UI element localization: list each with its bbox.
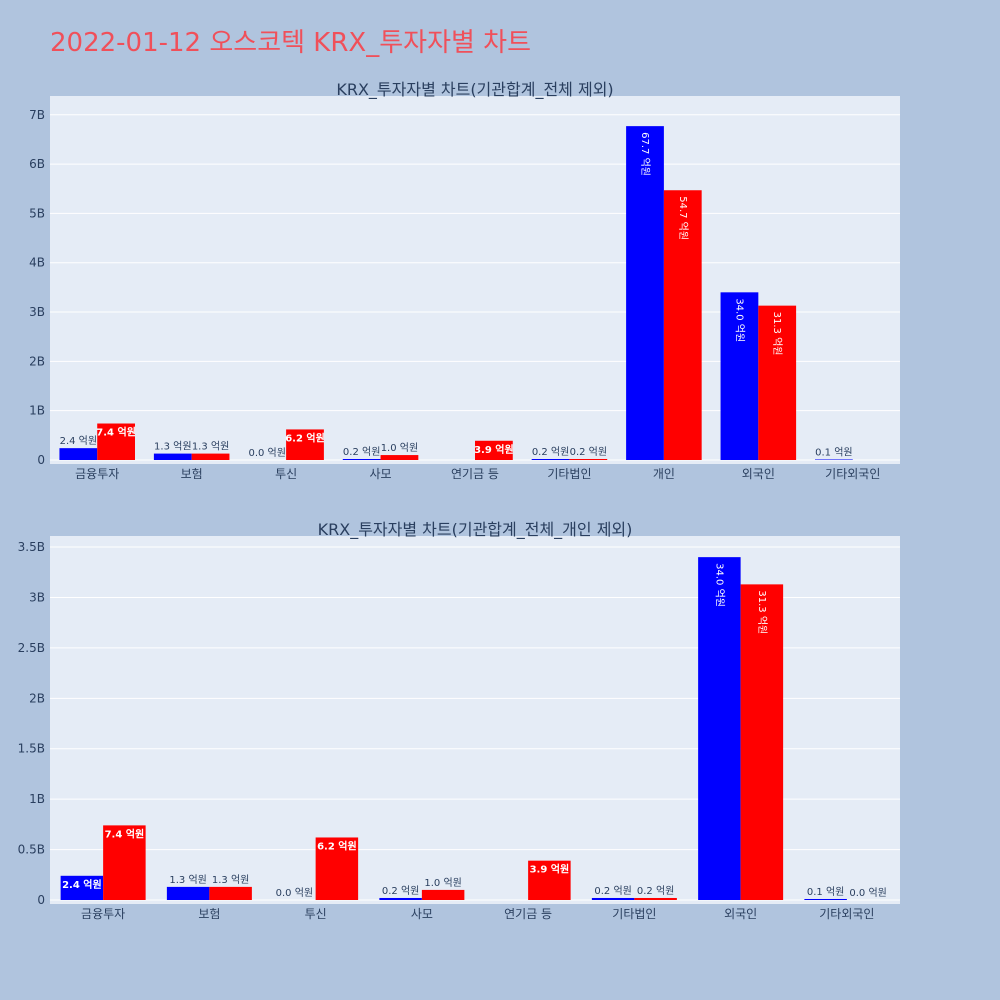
bar <box>286 429 324 460</box>
y-tick-label: 2B <box>29 354 45 368</box>
x-tick-label: 기타외국인 <box>825 467 880 481</box>
x-tick-label: 투신 <box>305 907 327 921</box>
page-title: 2022-01-12 오스코텍 KRX_투자자별 차트 <box>50 28 532 58</box>
data-label: 0.2 억원 <box>532 446 569 458</box>
bar <box>634 897 677 900</box>
bar <box>531 459 570 460</box>
y-tick-label: 2B <box>29 691 45 705</box>
y-tick-label: 7B <box>29 108 45 122</box>
y-tick-label: 1B <box>29 404 45 418</box>
chart-title: KRX_투자자별 차트(기관합계_전체_개인 제외) <box>318 520 633 540</box>
x-tick-label: 외국인 <box>724 907 757 921</box>
bar <box>528 860 571 900</box>
bar <box>59 448 98 460</box>
y-tick-label: 3.5B <box>18 540 45 554</box>
bar <box>804 898 847 900</box>
x-tick-label: 기타법인 <box>547 467 591 481</box>
chart-1: 0 1B 2B 3B 4B 5B 6B 7B KRX_투자자별 차트(기관합계_전체 제외) 금융… <box>29 80 900 481</box>
bar <box>421 889 465 900</box>
data-label: 1.3 억원 <box>169 874 206 886</box>
data-label: 1.0 억원 <box>381 442 418 454</box>
y-tick-label: 3B <box>29 305 45 319</box>
bar <box>626 126 664 460</box>
data-label: 6.2 억원 <box>285 431 325 444</box>
data-label: 7.4 억원 <box>105 827 145 840</box>
x-tick-label: 보험 <box>181 467 203 481</box>
data-label: 2.4 억원 <box>62 878 102 891</box>
bar <box>191 453 230 460</box>
bar <box>591 897 635 900</box>
x-tick-label: 기타외국인 <box>819 907 874 921</box>
x-tick-label: 보험 <box>198 907 220 921</box>
y-tick-label: 6B <box>29 157 45 171</box>
x-tick-label: 연기금 등 <box>504 907 552 921</box>
chart-2: 0 0.5B 1B 1.5B 2B 2.5B 3B 3.5B KRX_투자자별 차트(기관합계_… <box>18 520 900 921</box>
bar <box>758 305 797 460</box>
data-label: 0.2 억원 <box>570 446 607 458</box>
data-label: 3.9 억원 <box>474 443 514 456</box>
chart-title: KRX_투자자별 차트(기관합계_전체 제외) <box>336 80 613 100</box>
x-tick-label: 사모 <box>370 467 392 481</box>
data-label: 0.2 억원 <box>594 885 631 897</box>
data-label: 0.1 억원 <box>807 886 844 898</box>
bar <box>103 825 146 900</box>
bar <box>380 455 419 460</box>
bar <box>153 453 192 460</box>
x-tick-label: 금융투자 <box>81 907 125 921</box>
bar <box>342 459 381 460</box>
data-label: 34.0 억원 <box>733 298 745 342</box>
data-label: 0.2 억원 <box>637 885 674 897</box>
y-tick-label: 0 <box>37 893 45 907</box>
data-label: 0.0 억원 <box>849 887 886 899</box>
data-label: 54.7 억원 <box>677 196 689 240</box>
y-tick-label: 1.5B <box>18 742 45 756</box>
y-tick-label: 2.5B <box>18 641 45 655</box>
data-label: 3.9 억원 <box>530 863 570 876</box>
bar <box>740 584 784 900</box>
bar <box>97 423 135 460</box>
x-tick-label: 사모 <box>411 907 433 921</box>
x-tick-label: 연기금 등 <box>451 467 499 481</box>
data-label: 6.2 억원 <box>317 839 357 852</box>
y-tick-label: 3B <box>29 590 45 604</box>
x-tick-label: 개인 <box>653 467 675 481</box>
y-tick-label: 0 <box>37 453 45 467</box>
y-tick-label: 4B <box>29 256 45 270</box>
data-label: 1.3 억원 <box>212 874 249 886</box>
bar <box>209 886 252 900</box>
x-tick-label: 금융투자 <box>75 467 119 481</box>
data-label: 0.2 억원 <box>343 446 380 458</box>
y-tick-label: 0.5B <box>18 843 45 857</box>
bar <box>720 292 759 460</box>
bar <box>60 875 104 900</box>
x-tick-label: 외국인 <box>742 467 775 481</box>
x-tick-label: 투신 <box>275 467 297 481</box>
y-tick-label: 1B <box>29 792 45 806</box>
bar <box>698 557 741 900</box>
data-label: 31.3 억원 <box>771 312 783 356</box>
data-label: 31.3 억원 <box>756 590 768 634</box>
data-label: 0.0 억원 <box>248 447 285 459</box>
data-label: 0.2 억원 <box>382 885 419 897</box>
bar <box>166 886 210 900</box>
bar <box>569 459 608 460</box>
data-label: 0.1 억원 <box>815 447 852 459</box>
data-label: 1.3 억원 <box>154 441 191 453</box>
data-label: 7.4 억원 <box>96 426 136 439</box>
data-label: 67.7 억원 <box>639 132 651 176</box>
data-label: 1.0 억원 <box>424 877 461 889</box>
bar <box>475 440 513 460</box>
bar <box>379 897 422 900</box>
data-label: 1.3 억원 <box>192 441 229 453</box>
x-tick-label: 기타법인 <box>612 907 656 921</box>
data-label: 0.0 억원 <box>276 887 313 899</box>
data-label: 34.0 억원 <box>713 563 725 607</box>
data-label: 2.4 억원 <box>60 435 97 447</box>
bar <box>315 837 359 900</box>
y-tick-label: 5B <box>29 206 45 220</box>
bar <box>815 459 853 460</box>
bar <box>663 190 702 460</box>
